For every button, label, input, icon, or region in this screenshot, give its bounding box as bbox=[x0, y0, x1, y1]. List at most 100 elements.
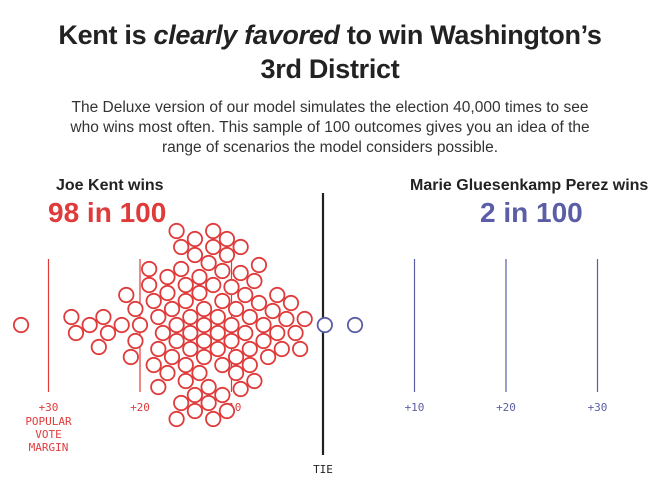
outcome-dot-kent-67 bbox=[246, 272, 263, 290]
outcome-dot-kent-18 bbox=[182, 324, 199, 342]
outcome-dot-kent-4 bbox=[191, 284, 208, 302]
tick-label-kent-0: +30 bbox=[39, 401, 59, 414]
outcome-dot-kent-34 bbox=[173, 238, 190, 256]
outcome-dot-kent-85 bbox=[113, 316, 130, 334]
outcome-dot-kent-96 bbox=[63, 308, 80, 326]
outcome-dot-kent-54 bbox=[232, 380, 249, 398]
outcome-dot-kent-91 bbox=[95, 308, 112, 326]
outcome-dot-kent-19 bbox=[182, 308, 199, 326]
outcome-dot-kent-87 bbox=[282, 294, 300, 312]
title-part-1: Kent is bbox=[58, 20, 154, 50]
outcome-dot-kent-65 bbox=[145, 292, 162, 310]
outcome-dot-kent-13 bbox=[186, 230, 203, 248]
outcome-dot-kent-6 bbox=[191, 268, 208, 286]
outcome-dot-kent-52 bbox=[159, 268, 176, 286]
outcome-dot-kent-74 bbox=[255, 332, 272, 350]
outcome-dot-kent-49 bbox=[227, 364, 245, 382]
axis-label-line-2: MARGIN bbox=[29, 441, 69, 454]
outcome-dot-kent-17 bbox=[205, 222, 222, 240]
outcome-dot-kent-73 bbox=[255, 316, 272, 334]
kent-score: 98 in 100 bbox=[48, 197, 167, 228]
outcome-dot-kent-56 bbox=[154, 324, 171, 342]
outcome-dot-kent-15 bbox=[205, 238, 222, 256]
outcome-dot-kent-38 bbox=[168, 316, 185, 334]
outcome-dot-kent-63 bbox=[241, 340, 258, 358]
outcome-dot-kent-76 bbox=[259, 348, 277, 366]
gp-label: Marie Gluesenkamp Perez wins bbox=[410, 177, 649, 194]
outcome-dot-kent-83 bbox=[118, 286, 135, 304]
outcome-dot-kent-97 bbox=[12, 316, 30, 334]
outcome-dot-kent-27 bbox=[177, 372, 194, 390]
outcome-dot-gp-0 bbox=[316, 316, 333, 334]
outcome-dot-kent-1 bbox=[195, 332, 213, 350]
outcome-dot-kent-86 bbox=[278, 310, 295, 328]
title-line-2: 3rd District bbox=[260, 54, 400, 84]
outcome-dot-kent-21 bbox=[209, 324, 226, 342]
outcome-dot-kent-77 bbox=[127, 332, 144, 350]
outcome-dot-kent-75 bbox=[131, 316, 149, 334]
outcome-dot-kent-2 bbox=[195, 300, 213, 318]
outcome-dot-kent-14 bbox=[205, 276, 222, 294]
outcome-dot-kent-66 bbox=[145, 356, 162, 374]
outcome-dot-kent-31 bbox=[214, 386, 231, 404]
outcome-dot-kent-50 bbox=[159, 284, 176, 302]
outcome-dot-kent-62 bbox=[241, 308, 258, 326]
axis-label-line-0: POPULAR bbox=[25, 415, 72, 428]
outcome-dot-kent-44 bbox=[223, 278, 240, 296]
tick-label-gp-2: +30 bbox=[588, 401, 608, 414]
outcome-dot-kent-68 bbox=[246, 372, 263, 390]
outcome-dot-kent-22 bbox=[209, 308, 226, 326]
gp-score: 2 in 100 bbox=[480, 197, 583, 228]
outcome-dot-kent-47 bbox=[227, 300, 245, 318]
outcome-dot-kent-37 bbox=[218, 230, 236, 248]
outcome-dot-kent-48 bbox=[227, 348, 245, 366]
outcome-dot-gp-1 bbox=[346, 316, 364, 334]
outcome-dot-kent-80 bbox=[122, 348, 139, 366]
outcome-dot-kent-92 bbox=[296, 310, 313, 328]
tie-label: TIE bbox=[313, 463, 333, 476]
outcome-dot-kent-20 bbox=[182, 340, 199, 358]
outcome-dot-kent-59 bbox=[150, 308, 167, 326]
outcome-dot-kent-0 bbox=[195, 316, 213, 334]
outcome-dot-kent-55 bbox=[232, 238, 249, 256]
outcome-dot-kent-71 bbox=[250, 294, 268, 312]
kent-label: Joe Kent wins bbox=[56, 177, 164, 194]
outcome-dot-kent-64 bbox=[241, 356, 258, 374]
outcome-dot-kent-32 bbox=[173, 260, 190, 278]
tick-label-gp-1: +20 bbox=[496, 401, 516, 414]
outcome-dot-kent-94 bbox=[81, 316, 98, 334]
outcome-dot-kent-45 bbox=[163, 300, 181, 318]
outcome-dot-kent-7 bbox=[200, 378, 217, 396]
title-emphasis: clearly favored bbox=[153, 20, 340, 50]
outcome-dot-kent-93 bbox=[90, 338, 107, 356]
outcome-dot-kent-23 bbox=[209, 340, 226, 358]
outcome-dot-kent-29 bbox=[214, 356, 231, 374]
outcome-dot-kent-88 bbox=[287, 324, 304, 342]
title-line-1: Kent is clearly favored to win Washingto… bbox=[0, 18, 660, 52]
outcome-dot-kent-10 bbox=[186, 386, 203, 404]
outcome-dot-kent-12 bbox=[186, 402, 203, 420]
outcome-dot-kent-42 bbox=[223, 316, 240, 334]
outcome-dot-kent-58 bbox=[237, 286, 254, 304]
outcome-dot-kent-61 bbox=[150, 378, 167, 396]
outcome-dot-kent-36 bbox=[218, 402, 236, 420]
outcome-dot-kent-95 bbox=[67, 324, 85, 342]
outcome-dot-kent-41 bbox=[168, 222, 185, 240]
outcome-dot-kent-3 bbox=[195, 348, 213, 366]
outcome-dot-kent-57 bbox=[237, 324, 254, 342]
outcome-dot-kent-39 bbox=[168, 332, 185, 350]
tick-label-kent-1: +20 bbox=[130, 401, 150, 414]
outcome-dot-kent-72 bbox=[250, 256, 268, 274]
outcome-dot-kent-8 bbox=[200, 254, 217, 272]
outcome-dot-kent-89 bbox=[99, 324, 117, 342]
outcome-dot-kent-53 bbox=[232, 264, 249, 282]
outcome-dot-kent-90 bbox=[292, 340, 309, 358]
outcome-dot-kent-51 bbox=[159, 364, 176, 382]
outcome-dot-kent-9 bbox=[200, 394, 217, 412]
outcome-dot-kent-28 bbox=[214, 292, 231, 310]
outcome-dot-kent-30 bbox=[214, 262, 231, 280]
axis-label-line-1: VOTE bbox=[35, 428, 62, 441]
outcome-dot-kent-60 bbox=[150, 340, 167, 358]
chart-subtitle: The Deluxe version of our model simulate… bbox=[70, 99, 590, 156]
